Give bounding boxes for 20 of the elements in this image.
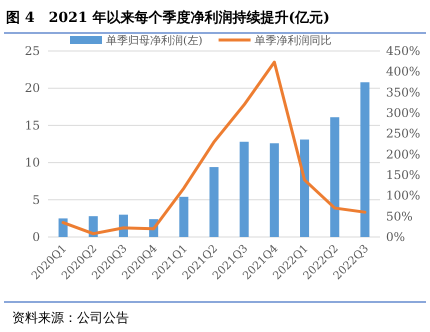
y-tick-label: 25 [24,44,40,58]
y2-tick-label: 400% [386,64,420,79]
y-tick-label: 0 [32,230,40,244]
y2-tick-label: 200% [386,147,420,162]
y2-tick-label: 0% [386,230,406,244]
y2-tick-label: 350% [386,85,420,100]
y2-tick-label: 100% [386,188,420,203]
y2-tick-label: 50% [386,209,413,224]
y-tick-label: 10 [24,156,40,170]
chart-title: 图 4 2021 年以来每个季度净利润持续提升(亿元) [6,9,330,26]
y-tick-label: 15 [24,118,40,132]
y2-tick-label: 450% [386,44,420,58]
y2-tick-label: 250% [386,126,420,141]
text: 资料来源：公司公告 [12,311,129,326]
y2-tick-label: 300% [386,106,420,120]
legend-label: 单季归母净利润(左) [106,34,203,47]
y-tick-label: 20 [24,81,40,96]
y2-tick-label: 150% [386,168,420,182]
legend-label: 单季净利润同比 [254,34,332,47]
y-tick-label: 5 [32,192,40,207]
